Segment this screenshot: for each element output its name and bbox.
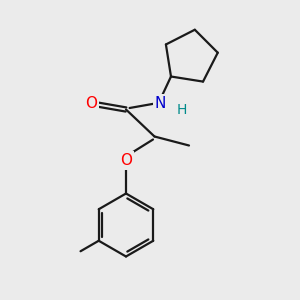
- Text: O: O: [120, 153, 132, 168]
- Text: O: O: [85, 96, 98, 111]
- Text: N: N: [155, 96, 166, 111]
- Text: H: H: [176, 103, 187, 116]
